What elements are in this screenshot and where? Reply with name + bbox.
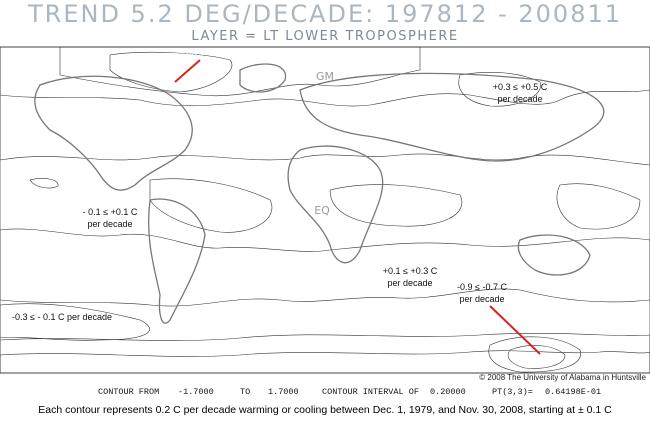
contour-text: -1.7000 xyxy=(178,387,214,397)
annotation: +0.1 ≤ +0.3 C xyxy=(383,266,438,276)
annotation: +0.3 ≤ +0.5 C xyxy=(493,82,548,92)
annotation: per decade xyxy=(387,278,432,288)
caption: Each contour represents 0.2 C per decade… xyxy=(38,404,612,416)
contour-text: 1.7000 xyxy=(268,387,299,397)
annotation: per decade xyxy=(497,94,542,104)
annotation: per decade xyxy=(87,219,132,229)
subtitle: LAYER = LT LOWER TROPOSPHERE xyxy=(191,29,458,44)
annotation: per decade xyxy=(459,294,504,304)
annotation: - 0.1 ≤ +0.1 C xyxy=(83,207,138,217)
title: TREND 5.2 DEG/DECADE: 197812 - 200811 xyxy=(27,0,622,28)
annotation: +0.7 ≤ +0.9 C per decade xyxy=(181,47,283,57)
contour-text: TO xyxy=(240,387,250,397)
annotation: -0.3 ≤ - 0.1 C per decade xyxy=(12,312,112,322)
map xyxy=(0,46,650,374)
contour-text: PT(3,3)= xyxy=(492,387,533,397)
contour-text: 0.64198E-01 xyxy=(545,387,601,397)
arrow xyxy=(174,59,201,83)
geo-label: EQ xyxy=(314,204,330,217)
contour-text: 0.20000 xyxy=(430,387,466,397)
map-annotations: +0.7 ≤ +0.9 C per decade +0.3 ≤ +0.5 C p… xyxy=(12,47,647,382)
geo-label: GM xyxy=(316,70,334,83)
annotation: -0.9 ≤ -0.7 C xyxy=(457,282,507,292)
footer: CONTOUR FROM -1.7000 TO 1.7000 CONTOUR I… xyxy=(38,387,612,416)
contour-text: CONTOUR FROM xyxy=(98,387,159,397)
copyright: © 2008 The University of Alabama in Hunt… xyxy=(479,373,646,382)
arrow xyxy=(489,305,541,355)
contour-text: CONTOUR INTERVAL OF xyxy=(322,387,419,397)
